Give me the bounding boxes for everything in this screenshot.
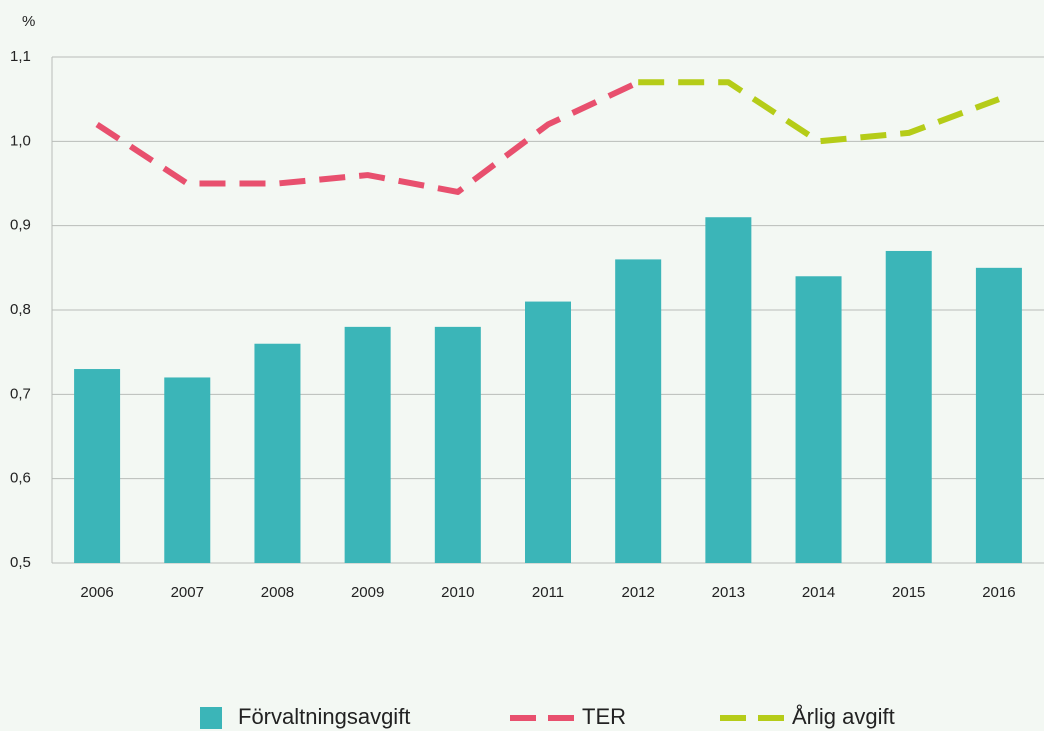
line-series (638, 79, 1000, 145)
x-tick-label: 2016 (982, 584, 1015, 601)
x-tick-label: 2009 (351, 584, 384, 601)
x-tick-label: 2011 (532, 584, 564, 601)
y-tick-label: 0,9 (10, 217, 31, 234)
y-tick-label: 0,5 (10, 554, 31, 571)
bar (164, 377, 211, 563)
x-tick-label: 2006 (80, 584, 113, 601)
bar (975, 267, 1022, 563)
legend-swatch (200, 707, 222, 729)
bar (705, 217, 752, 563)
y-tick-label: 0,7 (10, 385, 31, 402)
x-tick-label: 2012 (621, 584, 654, 601)
y-tick-label: 0,8 (10, 301, 31, 318)
y-tick-label: 1,0 (10, 132, 31, 149)
x-tick-label: 2014 (802, 584, 835, 601)
legend-label: Årlig avgift (792, 704, 895, 729)
y-tick-label: 0,6 (10, 470, 31, 487)
bar (344, 326, 391, 563)
x-tick-label: 2010 (441, 584, 474, 601)
x-tick-label: 2007 (171, 584, 204, 601)
bar (254, 343, 301, 563)
bar (795, 276, 842, 563)
bar (615, 259, 662, 563)
bar (434, 326, 481, 563)
y-unit: % (22, 13, 35, 30)
line-series (95, 79, 640, 195)
y-tick-label: 1,1 (10, 48, 31, 65)
legend-label: TER (582, 704, 626, 729)
x-tick-label: 2015 (892, 584, 925, 601)
bar (885, 250, 932, 563)
bar (74, 369, 121, 563)
x-tick-label: 2008 (261, 584, 294, 601)
bar (525, 301, 571, 563)
x-tick-label: 2013 (712, 584, 745, 601)
legend-label: Förvaltningsavgift (238, 704, 410, 729)
